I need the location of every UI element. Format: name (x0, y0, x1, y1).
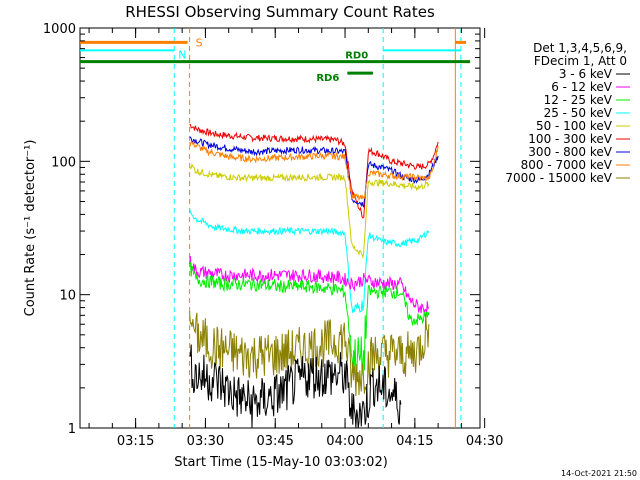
series-line-50-100-kev (189, 162, 430, 260)
y-axis-ticks: 1 10 100 1000 (43, 22, 480, 437)
y-tick-label: 1 (68, 422, 76, 437)
chart-title: RHESSI Observing Summary Count Rates (125, 3, 435, 21)
plot-area: SN RD0 RD6 1 10 100 1000 03:15 03:30 03:45 04:00… (43, 22, 503, 449)
timestamp: 14-Oct-2021 21:50 (561, 469, 637, 478)
legend-header-detectors: Det 1,3,4,5,6,9, (533, 41, 627, 55)
legend-label: 6 - 12 keV (551, 80, 613, 94)
series-line-7000-15000-kev (189, 311, 430, 397)
x-tick-label: 03:30 (187, 434, 224, 449)
series-line-100-300-kev (189, 123, 439, 219)
series-line-300-800-kev (189, 136, 439, 208)
x-tick-label: 04:15 (396, 434, 433, 449)
x-axis-label: Start Time (15-May-10 03:03:02) (174, 455, 388, 470)
legend-label: 25 - 50 keV (544, 106, 613, 120)
flag-lines: SN RD0 RD6 (80, 36, 470, 84)
y-tick-label: 1000 (43, 22, 76, 37)
legend: Det 1,3,4,5,6,9, FDecim 1, Att 0 3 - 6 k… (505, 41, 630, 185)
legend-label: 7000 - 15000 keV (505, 171, 612, 185)
legend-label: 100 - 300 keV (528, 132, 612, 146)
plot-frame (79, 27, 481, 429)
series-line-6-12-kev (189, 256, 430, 315)
flag-label-s: S (196, 36, 203, 49)
vertical-markers (173, 28, 462, 428)
x-tick-label: 03:15 (117, 434, 154, 449)
y-axis-label: Count Rate (s⁻¹ detector⁻¹) (23, 140, 38, 317)
x-tick-label: 04:00 (326, 434, 363, 449)
x-tick-label: 03:45 (256, 434, 293, 449)
flag-label-rd6: RD6 (316, 73, 339, 84)
series-line-25-50-kev (189, 208, 430, 314)
y-tick-label: 10 (59, 289, 76, 304)
legend-label: 800 - 7000 keV (521, 158, 613, 172)
legend-label: 3 - 6 keV (559, 67, 613, 81)
series-lines (189, 123, 439, 429)
y-tick-label: 100 (51, 155, 76, 170)
legend-label: 50 - 100 keV (536, 119, 613, 133)
flag-label-rd0: RD0 (345, 51, 368, 62)
x-tick-label: 04:30 (466, 434, 503, 449)
legend-header-decimation: FDecim 1, Att 0 (534, 54, 627, 68)
series-line-12-25-kev (189, 261, 430, 378)
legend-label: 300 - 800 keV (528, 145, 612, 159)
x-axis-ticks: 03:15 03:30 03:45 04:00 04:15 04:30 (88, 28, 503, 449)
flag-label-n: N (178, 48, 186, 61)
series-line-3-6-kev (189, 344, 402, 429)
legend-label: 12 - 25 keV (544, 93, 613, 107)
series-line-800-7000-kev (189, 141, 439, 202)
